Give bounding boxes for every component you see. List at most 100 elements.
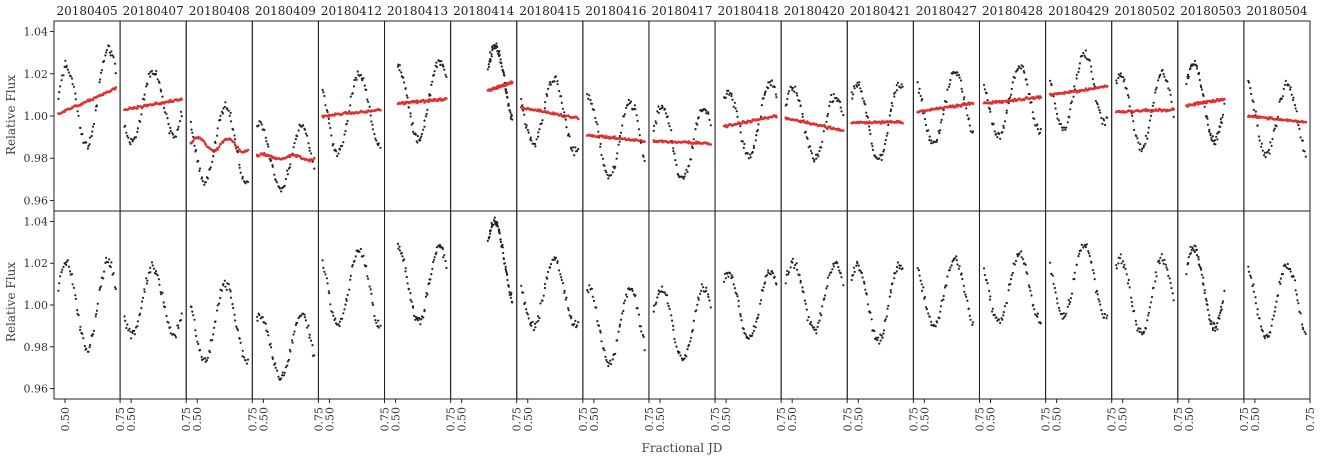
point-bottom (815, 332, 818, 335)
point-top (149, 75, 152, 78)
point-top (746, 152, 750, 155)
point-top (1258, 135, 1261, 138)
point-top (1167, 87, 1170, 90)
point-bottom (141, 300, 144, 303)
point-top (888, 114, 891, 117)
point-top (596, 123, 599, 126)
point-top (793, 90, 796, 93)
point-bottom (796, 268, 799, 271)
point-bottom (995, 316, 998, 319)
point-top (1127, 96, 1130, 99)
point-bottom (922, 286, 925, 289)
point-top (965, 107, 968, 110)
point-bottom (313, 354, 316, 357)
point-bottom (245, 362, 248, 365)
point-top (885, 134, 888, 137)
point-top (522, 109, 525, 112)
point-top (553, 80, 556, 83)
point-bottom (1187, 256, 1190, 259)
point-top (1028, 93, 1031, 96)
point-top (894, 91, 897, 94)
point-bottom (989, 295, 992, 298)
point-top (159, 88, 162, 91)
point-top (1256, 124, 1259, 127)
point-top (1263, 154, 1266, 157)
point-top (158, 81, 161, 84)
point-top (1221, 116, 1224, 119)
point-bottom (524, 301, 527, 304)
point-top (1152, 101, 1155, 104)
point-bottom (74, 294, 77, 297)
x-tick-label: 0.50 (1249, 407, 1262, 432)
point-top (229, 120, 233, 123)
point-bottom (1205, 299, 1208, 302)
point-top (423, 119, 426, 122)
night-title-20180417: 20180417 (651, 4, 712, 18)
trend-point-top (299, 155, 302, 158)
point-top (563, 111, 566, 114)
point-bottom (573, 323, 576, 326)
point-bottom (151, 264, 154, 267)
point-bottom (300, 314, 303, 317)
point-top (1132, 120, 1135, 123)
point-bottom (1269, 331, 1272, 334)
point-bottom (756, 316, 760, 319)
point-bottom (1119, 257, 1122, 260)
point-top (1141, 147, 1144, 150)
point-bottom (876, 339, 879, 342)
point-bottom (497, 228, 501, 231)
point-top (1115, 79, 1118, 82)
point-bottom (398, 249, 401, 252)
point-bottom (939, 305, 943, 308)
point-top (546, 94, 549, 97)
point-top (95, 104, 98, 107)
point-top (288, 166, 291, 169)
point-bottom (839, 272, 842, 275)
point-bottom (431, 267, 434, 270)
panel-bottom-20180502 (1111, 210, 1179, 400)
point-bottom (1036, 312, 1039, 315)
point-bottom (700, 283, 704, 286)
point-bottom (1115, 267, 1118, 270)
point-bottom (1130, 296, 1133, 299)
point-top (636, 119, 639, 122)
point-top (983, 88, 986, 91)
point-bottom (813, 328, 816, 331)
point-bottom (406, 282, 409, 285)
point-bottom (930, 320, 933, 323)
point-bottom (1168, 277, 1171, 280)
point-top (731, 98, 734, 101)
point-top (1002, 124, 1005, 127)
point-top (708, 118, 711, 121)
point-top (1250, 92, 1253, 95)
point-bottom (861, 276, 864, 279)
point-top (1294, 107, 1297, 110)
point-top (501, 68, 504, 71)
point-bottom (1211, 328, 1214, 332)
point-top (1280, 97, 1283, 100)
x-tick-label: 0.75 (1238, 407, 1251, 432)
point-bottom (362, 254, 365, 257)
night-title-20180427: 20180427 (916, 4, 977, 18)
trend-point-top (214, 149, 217, 153)
point-top (871, 148, 875, 151)
point-top (193, 144, 196, 147)
point-bottom (609, 359, 612, 362)
point-bottom (1197, 258, 1200, 261)
point-top (727, 89, 730, 92)
point-bottom (1138, 330, 1141, 333)
point-bottom (502, 257, 505, 260)
point-top (945, 100, 948, 104)
point-top (1206, 117, 1209, 120)
point-bottom (1155, 275, 1158, 278)
point-bottom (429, 278, 432, 281)
point-bottom (799, 281, 802, 284)
point-bottom (1154, 280, 1157, 283)
point-bottom (1203, 289, 1206, 292)
point-bottom (507, 285, 510, 288)
y-tick-label-bottom: 1.04 (24, 215, 49, 228)
trend-point-top (216, 148, 219, 151)
point-bottom (1034, 313, 1037, 316)
point-bottom (167, 321, 170, 324)
point-bottom (200, 355, 203, 358)
